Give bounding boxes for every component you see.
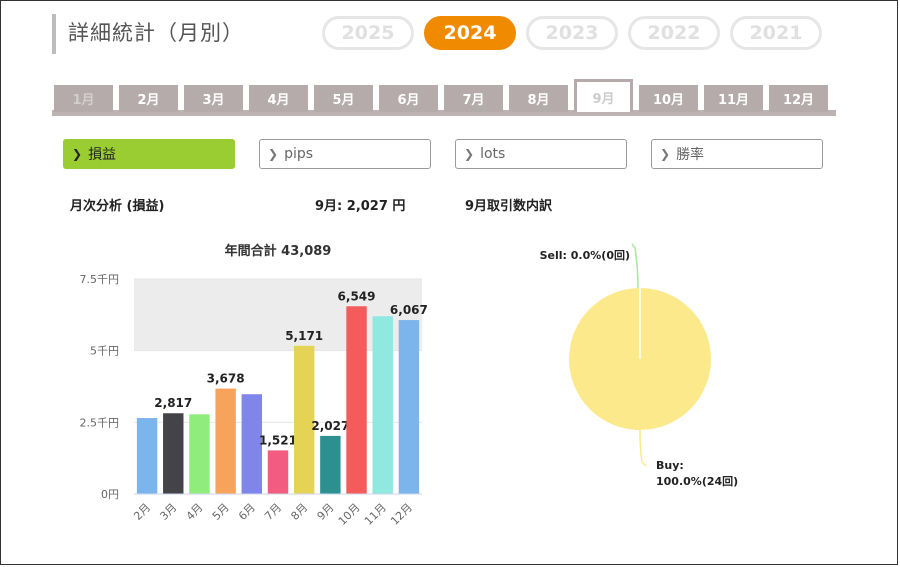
chevron-right-icon: ❯ (660, 147, 671, 161)
x-tick-label: 10月 (336, 501, 363, 528)
x-tick-label: 5月 (210, 501, 232, 523)
year-button-2024[interactable]: 2024 (424, 16, 516, 50)
bar (320, 435, 341, 494)
metric-button-lots[interactable]: ❯ lots (455, 139, 627, 169)
tab-month-2[interactable]: 2月 (119, 85, 178, 112)
tab-month-11[interactable]: 11月 (704, 85, 763, 112)
year-button-2025[interactable]: 2025 (322, 16, 414, 50)
chevron-right-icon: ❯ (464, 147, 475, 161)
metric-label: lots (480, 146, 506, 162)
bar (372, 316, 393, 494)
bar (189, 414, 210, 494)
trade-pie-chart: Sell: 0.0%(0回) Buy: 100.0%(24回) (540, 243, 738, 488)
month-tabs: 1月 2月 3月 4月 5月 6月 7月 8月 9月 10月 11月 12月 (54, 79, 828, 112)
sell-label: Sell: 0.0%(0回) (540, 248, 630, 262)
data-label: 3,678 (207, 372, 245, 386)
monthly-analysis-label: 月次分析 (損益) (70, 199, 165, 214)
sell-connector (631, 243, 639, 289)
page-title: 詳細統計（月別） (68, 21, 244, 45)
metric-button-profit[interactable]: ❯ 損益 (63, 139, 235, 169)
chevron-right-icon: ❯ (72, 147, 83, 161)
bar (241, 394, 263, 494)
tab-month-10[interactable]: 10月 (639, 85, 698, 112)
metric-tabs: ❯ 損益 ❯ pips ❯ lots ❯ 勝率 (63, 139, 823, 169)
data-label: 6,067 (390, 303, 428, 317)
x-tick-label: 2月 (131, 501, 153, 523)
metric-button-pips[interactable]: ❯ pips (259, 139, 431, 169)
x-tick-label: 4月 (184, 501, 206, 523)
data-label: 5,171 (285, 329, 323, 343)
buy-value-label: 100.0%(24回) (656, 474, 738, 488)
year-button-2022[interactable]: 2022 (628, 16, 720, 50)
trade-breakdown-label: 9月取引数内訳 (465, 199, 553, 214)
tab-month-7[interactable]: 7月 (444, 85, 503, 112)
tab-month-6[interactable]: 6月 (379, 85, 438, 112)
x-tick-label: 12月 (388, 501, 415, 528)
bar (293, 345, 315, 494)
month-tab-baseline (52, 110, 836, 116)
year-selector: 2025 2024 2023 2022 2021 (322, 16, 822, 50)
x-tick-label: 11月 (362, 501, 389, 528)
buy-connector (639, 429, 647, 467)
page-title-wrap: 詳細統計（月別） (52, 14, 244, 54)
year-button-2023[interactable]: 2023 (526, 16, 618, 50)
y-tick-label: 5千円 (90, 345, 119, 358)
chevron-right-icon: ❯ (268, 147, 279, 161)
metric-label: pips (284, 146, 314, 162)
x-tick-label: 8月 (288, 501, 310, 523)
monthly-bar-chart: 0円 2.5千円 5千円 7.5千円 年間合計 43,089 2月 2,817 3月 4月 3,6… (80, 243, 428, 528)
year-button-2021[interactable]: 2021 (730, 16, 822, 50)
bar (136, 418, 158, 494)
data-label: 2,817 (154, 396, 192, 410)
tab-month-9[interactable]: 9月 (574, 79, 633, 112)
x-tick-label: 7月 (262, 501, 284, 523)
tab-month-4[interactable]: 4月 (249, 85, 308, 112)
bar (163, 413, 184, 494)
data-label: 6,549 (338, 289, 376, 303)
tab-month-3[interactable]: 3月 (184, 85, 243, 112)
y-tick-label: 7.5千円 (80, 273, 120, 286)
tab-month-12[interactable]: 12月 (769, 85, 828, 112)
tab-month-1[interactable]: 1月 (54, 85, 113, 112)
chart-title: 年間合計 43,089 (225, 243, 332, 259)
bar (267, 450, 289, 494)
buy-label: Buy: (656, 459, 684, 472)
y-tick-label: 2.5千円 (80, 416, 120, 429)
y-tick-label: 0円 (101, 488, 119, 501)
x-tick-label: 3月 (157, 501, 179, 523)
bar (398, 320, 420, 494)
x-tick-label: 9月 (315, 501, 337, 523)
data-label: 2,027 (311, 419, 349, 433)
tab-month-8[interactable]: 8月 (509, 85, 568, 112)
data-label: 1,521 (259, 433, 297, 447)
x-tick-label: 6月 (236, 501, 258, 523)
metric-label: 勝率 (676, 147, 705, 163)
bar (346, 306, 367, 494)
month-value-label: 9月: 2,027 円 (315, 199, 406, 214)
bar (215, 388, 236, 494)
metric-label: 損益 (88, 147, 117, 163)
tab-month-5[interactable]: 5月 (314, 85, 373, 112)
metric-button-winrate[interactable]: ❯ 勝率 (651, 139, 823, 169)
